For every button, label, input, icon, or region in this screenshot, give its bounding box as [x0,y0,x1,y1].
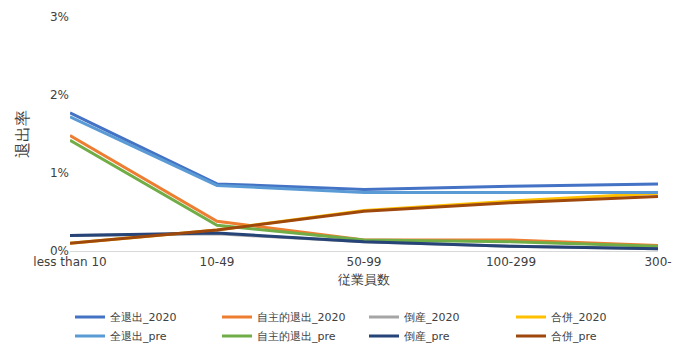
svg-text:自主的退出_2020: 自主的退出_2020 [257,311,346,324]
svg-text:倒産_2020: 倒産_2020 [404,311,460,324]
svg-text:合併_pre: 合併_pre [551,330,597,343]
svg-text:100-299: 100-299 [486,255,536,269]
svg-text:退出率: 退出率 [13,110,32,158]
svg-text:全退出_pre: 全退出_pre [110,330,167,343]
svg-text:10-49: 10-49 [200,255,235,269]
svg-text:300-: 300- [644,255,671,269]
svg-text:全退出_2020: 全退出_2020 [110,311,177,324]
svg-text:0%: 0% [50,244,69,258]
svg-text:1%: 1% [50,166,69,180]
svg-text:自主的退出_pre: 自主的退出_pre [257,330,336,343]
svg-text:合併_2020: 合併_2020 [551,311,607,324]
svg-text:従業員数: 従業員数 [338,272,390,287]
svg-text:倒産_pre: 倒産_pre [404,330,450,343]
svg-text:less than 10: less than 10 [33,255,106,269]
svg-text:50-99: 50-99 [347,255,382,269]
svg-text:2%: 2% [50,88,69,102]
svg-text:3%: 3% [50,10,69,24]
